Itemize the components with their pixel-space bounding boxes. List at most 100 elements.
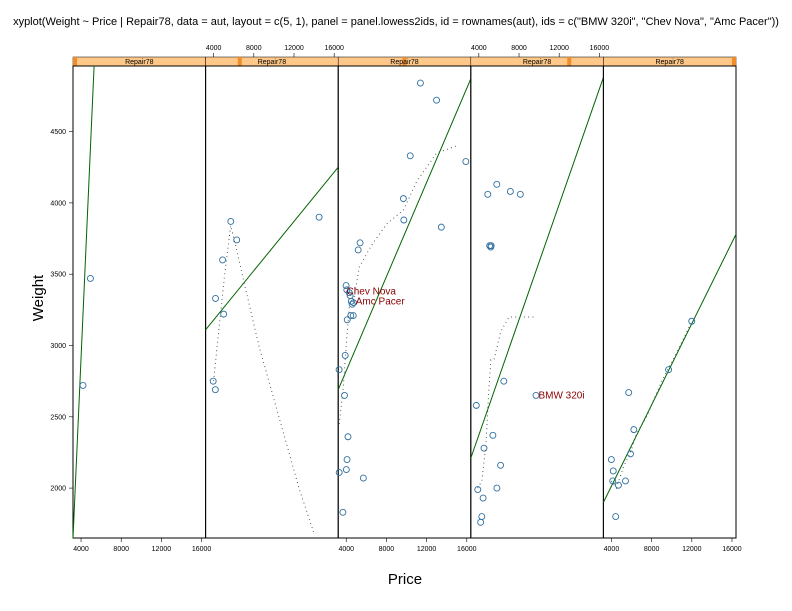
data-point xyxy=(315,213,323,221)
data-point xyxy=(345,289,353,297)
data-point xyxy=(359,474,367,482)
y-axis-label: Weight xyxy=(30,274,47,321)
data-point xyxy=(343,316,351,324)
data-point xyxy=(342,466,350,474)
lowess-curve xyxy=(610,321,693,490)
data-point xyxy=(630,426,638,434)
data-point xyxy=(347,312,355,319)
strip-level-marker xyxy=(402,57,407,66)
panel-frame xyxy=(470,65,604,539)
data-point xyxy=(480,444,488,452)
strip-label: Repair78 xyxy=(390,59,419,66)
data-point xyxy=(344,433,352,441)
x-tick-label: 8000 xyxy=(511,45,527,52)
data-point xyxy=(433,96,440,104)
data-point xyxy=(342,282,350,290)
panel-frame xyxy=(72,65,207,539)
y-tick-label: 3500 xyxy=(50,272,66,279)
data-point xyxy=(349,312,357,319)
y-tick-label: 2500 xyxy=(50,414,66,421)
data-point xyxy=(516,190,524,198)
panel-frame xyxy=(205,65,339,539)
data-point xyxy=(487,242,495,250)
data-point xyxy=(86,275,94,282)
x-tick-label: 4000 xyxy=(206,45,222,52)
data-point xyxy=(335,468,343,476)
data-point xyxy=(472,401,480,409)
x-tick-label: 8000 xyxy=(113,546,129,553)
data-point xyxy=(339,508,347,516)
data-point xyxy=(612,513,620,521)
data-point xyxy=(233,236,241,244)
data-point xyxy=(627,450,634,458)
x-tick-label: 12000 xyxy=(152,546,172,553)
y-tick-label: 4000 xyxy=(50,200,66,207)
data-point xyxy=(609,467,617,475)
fit-line xyxy=(205,166,339,331)
id-label: Chev Nova xyxy=(347,286,397,297)
data-point xyxy=(356,239,364,247)
data-point xyxy=(625,389,633,396)
x-tick-label: 16000 xyxy=(590,45,610,52)
data-point xyxy=(341,391,348,399)
fit-line xyxy=(470,77,604,459)
data-point xyxy=(212,294,219,302)
chart-title: xyplot(Weight ~ Price | Repair78, data =… xyxy=(13,16,779,28)
data-point xyxy=(484,190,492,198)
x-tick-label: 12000 xyxy=(417,546,437,553)
x-tick-label: 4000 xyxy=(338,546,354,553)
data-point xyxy=(497,461,505,469)
data-point xyxy=(532,391,540,399)
data-point xyxy=(489,431,497,439)
data-point xyxy=(665,366,673,374)
panel-frame xyxy=(602,65,737,539)
data-point xyxy=(79,381,87,389)
strip-level-marker xyxy=(237,57,242,66)
x-axis-label: Price xyxy=(388,571,422,588)
data-point xyxy=(478,513,486,521)
panel-2: Repair78 4000 8000 12000 16000 xyxy=(205,45,344,539)
data-point xyxy=(506,188,514,195)
panel-4: Repair78 4000 8000 12000 16000 BMW 320i xyxy=(470,45,610,539)
panel-5: Repair78 4000 8000 12000 16000 xyxy=(602,56,742,553)
strip-label: Repair78 xyxy=(125,59,154,66)
x-tick-label: 12000 xyxy=(682,546,702,553)
data-point xyxy=(350,299,357,307)
data-point xyxy=(348,300,356,308)
data-point xyxy=(399,195,407,203)
data-point xyxy=(622,477,629,485)
strip-level-marker xyxy=(732,57,736,66)
data-point xyxy=(688,317,696,325)
strip-label: Repair78 xyxy=(655,59,684,66)
fit-line xyxy=(602,234,737,503)
data-point xyxy=(335,366,343,374)
data-point xyxy=(474,486,482,493)
x-tick-label: 16000 xyxy=(192,546,212,553)
panel-1: Repair78 4000 8000 12000 16000 2000 2500 3000 35… xyxy=(50,56,212,553)
id-label: BMW 320i xyxy=(538,390,584,401)
id-label: Amc Pacer xyxy=(356,296,406,307)
data-point xyxy=(406,152,414,160)
data-point xyxy=(227,217,235,225)
x-tick-label: 8000 xyxy=(379,546,395,553)
data-point xyxy=(607,456,615,464)
x-tick-label: 12000 xyxy=(549,45,569,52)
data-point xyxy=(341,352,349,359)
lowess-curve xyxy=(213,225,315,534)
x-tick-label: 16000 xyxy=(722,546,742,553)
fit-line xyxy=(337,78,472,390)
y-tick-label: 3000 xyxy=(50,343,66,350)
strip-label: Repair78 xyxy=(523,59,552,66)
x-tick-label: 12000 xyxy=(284,45,304,52)
x-tick-label: 4000 xyxy=(471,45,487,52)
data-point xyxy=(220,310,228,318)
data-point xyxy=(462,158,470,165)
data-point xyxy=(493,484,501,492)
data-point xyxy=(500,377,508,385)
data-point xyxy=(614,481,622,489)
x-tick-label: 16000 xyxy=(457,546,477,553)
data-point xyxy=(493,180,501,188)
x-tick-label: 4000 xyxy=(73,546,89,553)
